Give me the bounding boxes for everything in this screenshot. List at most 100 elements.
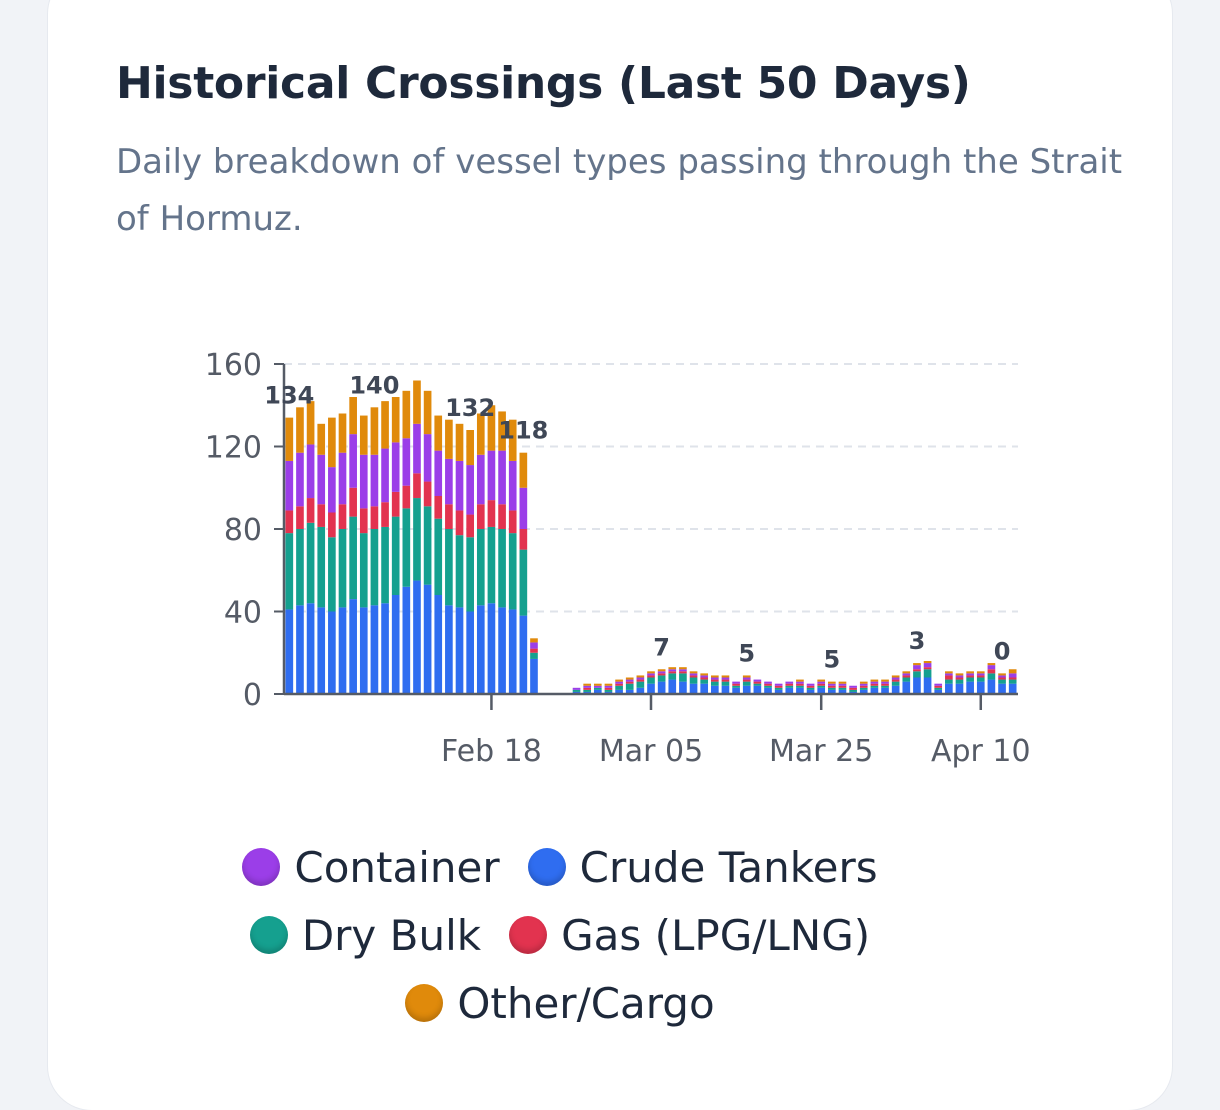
bar-segment-drybulk (328, 537, 336, 612)
bar-segment-gas (338, 504, 347, 529)
bar-segment-crude (668, 679, 677, 694)
bar-segment-container (455, 460, 464, 511)
bar-segment-crude (508, 609, 517, 694)
bar-segment-gas (987, 669, 996, 674)
bar-segment-other (476, 413, 485, 455)
bar-segment-container (487, 450, 496, 501)
bar-segment-container (966, 673, 974, 676)
bar-segment-container (796, 681, 804, 684)
bar-segment-gas (998, 677, 1006, 680)
bar-segment-gas (732, 683, 740, 686)
bar-segment-drybulk (945, 679, 953, 684)
bar-segment-container (955, 675, 964, 678)
bar-segment-other (721, 675, 730, 678)
bar-segment-other (945, 671, 953, 674)
bar-segment-drybulk (1008, 679, 1017, 684)
legend-item-dry-bulk[interactable]: Dry Bulk (249, 908, 481, 962)
x-tick-label: Feb 18 (441, 734, 542, 769)
bar-segment-crude (785, 687, 794, 694)
bar-segment-container (572, 687, 581, 690)
bar-segment-gas (806, 685, 815, 688)
bar-segment-gas (742, 679, 751, 682)
legend-item-other-cargo[interactable]: Other/Cargo (405, 976, 715, 1030)
bar-segment-gas (583, 687, 592, 690)
bar-segment-container (806, 683, 815, 686)
bar-segment-other (391, 397, 400, 443)
bar-segment-container (381, 448, 389, 503)
bar-segment-crude (700, 683, 709, 694)
bar-segment-drybulk (487, 526, 496, 604)
bar-segment-crude (476, 605, 485, 694)
bar-segment-gas (434, 496, 443, 519)
bar-segment-crude (434, 595, 443, 694)
bar-segment-drybulk (955, 679, 964, 684)
bar-segment-other (902, 671, 911, 674)
bar-segment-drybulk (987, 673, 996, 680)
bar-segment-crude (679, 681, 687, 694)
x-tick-label: Mar 05 (599, 734, 703, 769)
bar-segment-drybulk (689, 677, 698, 684)
bar-segment-crude (955, 683, 964, 694)
bar-segment-other (434, 415, 443, 451)
bar-segment-drybulk (668, 673, 677, 680)
y-tick-label: 0 (243, 678, 262, 713)
bar-segment-drybulk (519, 549, 528, 616)
bar-segment-container (923, 663, 932, 668)
bar-segment-container (306, 444, 315, 499)
bar-segment-other (519, 452, 528, 488)
bar-segment-other (976, 671, 985, 674)
bar-segment-container (998, 675, 1006, 678)
bar-segment-gas (753, 681, 762, 684)
bar-segment-gas (945, 675, 953, 680)
bar-segment-gas (317, 504, 326, 527)
bar-segment-drybulk (732, 685, 740, 688)
bar-segment-gas (413, 473, 421, 499)
legend-item-container[interactable]: Container (242, 840, 500, 894)
legend-item-gas[interactable]: Gas (LPG/LNG) (509, 908, 870, 962)
bar-segment-container (593, 685, 602, 688)
bar-segment-crude (966, 681, 974, 694)
bar-segment-container (349, 434, 357, 488)
bar-segment-crude (413, 580, 421, 694)
bar-segment-drybulk (285, 533, 294, 610)
bar-segment-gas (625, 681, 634, 684)
y-tick-label: 160 (205, 348, 262, 383)
bar-segment-other (370, 407, 379, 455)
bar-segment-crude (445, 605, 453, 694)
bar-segment-other (423, 390, 432, 435)
bar-segment-drybulk (849, 689, 857, 692)
bar-segment-container (413, 423, 421, 474)
bar-segment-container (859, 683, 868, 686)
bar-segment-crude (455, 607, 464, 694)
bar-segment-crude (498, 607, 506, 694)
bar-segment-container (359, 454, 368, 509)
bar-segment-crude (838, 689, 847, 694)
y-tick-label: 80 (224, 513, 262, 548)
bar-segment-other (870, 679, 879, 682)
bar-segment-gas (785, 683, 794, 686)
bar-segment-other (966, 671, 974, 674)
bar-segment-drybulk (774, 687, 783, 690)
bar-segment-gas (721, 679, 730, 682)
bar-segment-drybulk (625, 683, 634, 690)
legend-item-crude-tankers[interactable]: Crude Tankers (527, 840, 878, 894)
bar-segment-container (668, 669, 677, 672)
bar-segment-other (1008, 669, 1017, 674)
bar-segment-other (796, 679, 804, 682)
bar-segment-other (328, 417, 336, 468)
bar-segment-other (923, 661, 932, 664)
bar-segment-gas (838, 685, 847, 688)
bar-segment-other (838, 681, 847, 684)
bar-segment-other (285, 417, 294, 461)
bar-segment-other (913, 663, 921, 666)
bar-segment-crude (519, 615, 528, 694)
bar-segment-container (689, 673, 698, 676)
bar-segment-gas (796, 683, 804, 686)
bar-segment-gas (519, 529, 528, 550)
bar-segment-container (370, 454, 379, 507)
bar-segment-crude (881, 687, 889, 694)
bar-segment-crude (296, 605, 304, 694)
bar-segment-container (828, 683, 836, 686)
bar-total-label: 5 (738, 639, 755, 667)
bar-segment-other (859, 681, 868, 684)
